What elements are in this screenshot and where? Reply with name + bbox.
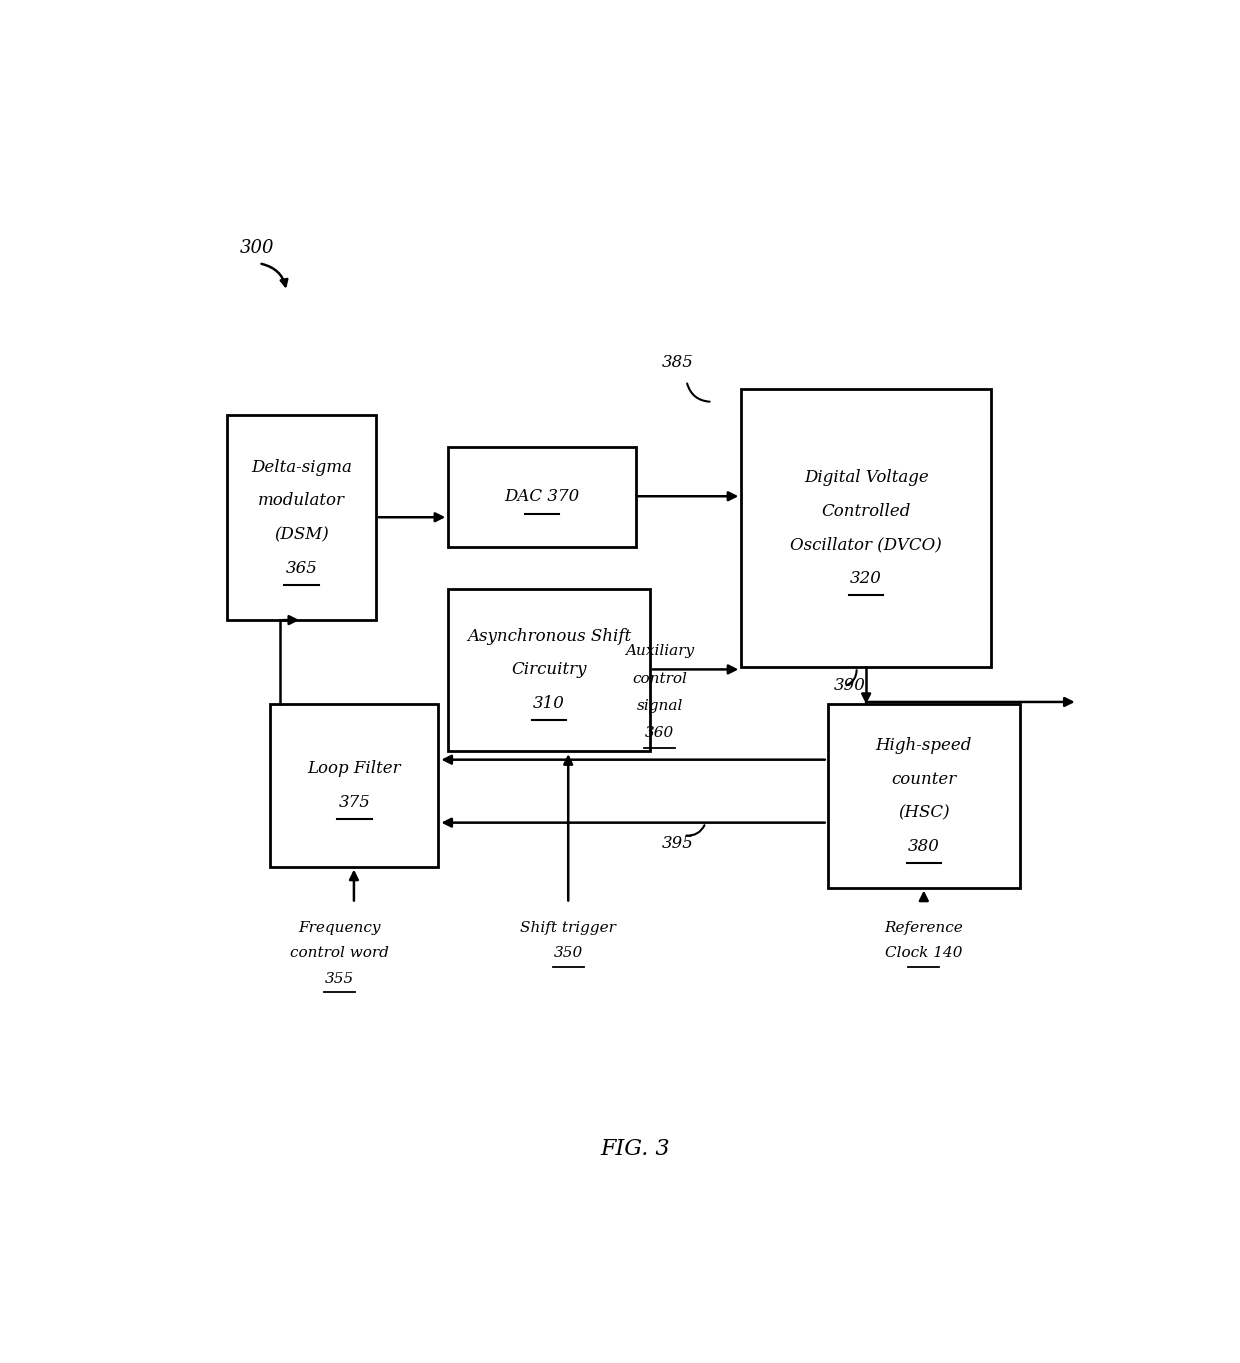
- Text: Loop Filter: Loop Filter: [308, 761, 402, 777]
- Text: 300: 300: [239, 239, 274, 256]
- Text: Frequency: Frequency: [299, 921, 381, 935]
- Text: 310: 310: [533, 695, 565, 711]
- Text: Delta-sigma: Delta-sigma: [252, 459, 352, 476]
- Text: 320: 320: [851, 570, 882, 587]
- Bar: [227, 416, 376, 620]
- Text: Shift trigger: Shift trigger: [521, 921, 616, 935]
- Text: High-speed: High-speed: [875, 737, 972, 754]
- Text: 395: 395: [661, 836, 693, 852]
- Text: DAC 370: DAC 370: [505, 488, 579, 506]
- Text: Clock 140: Clock 140: [885, 946, 962, 961]
- Text: 375: 375: [339, 793, 371, 811]
- Bar: [742, 390, 991, 668]
- Bar: [448, 589, 650, 751]
- Text: Digital Voltage: Digital Voltage: [804, 469, 929, 487]
- Text: Asynchronous Shift: Asynchronous Shift: [467, 628, 631, 645]
- Text: Controlled: Controlled: [821, 503, 911, 519]
- Text: (DSM): (DSM): [274, 526, 329, 542]
- Text: 350: 350: [553, 946, 583, 961]
- Text: 365: 365: [285, 560, 317, 577]
- Text: 380: 380: [908, 838, 940, 855]
- Text: Circuitry: Circuitry: [511, 661, 587, 679]
- Text: (HSC): (HSC): [898, 804, 950, 821]
- Text: FIG. 3: FIG. 3: [600, 1138, 671, 1160]
- Text: 390: 390: [833, 677, 866, 694]
- Bar: [270, 705, 439, 867]
- Text: Reference: Reference: [884, 921, 963, 935]
- Text: control: control: [632, 672, 687, 686]
- Text: signal: signal: [636, 699, 683, 713]
- Text: 385: 385: [661, 354, 693, 371]
- Text: 360: 360: [645, 726, 675, 740]
- Text: Auxiliary: Auxiliary: [625, 645, 694, 658]
- Bar: [828, 705, 1019, 887]
- Text: 355: 355: [325, 972, 355, 985]
- Text: modulator: modulator: [258, 492, 345, 510]
- Text: Oscillator (DVCO): Oscillator (DVCO): [790, 537, 942, 553]
- Text: control word: control word: [290, 946, 389, 961]
- Bar: [448, 447, 635, 547]
- Text: counter: counter: [892, 770, 956, 788]
